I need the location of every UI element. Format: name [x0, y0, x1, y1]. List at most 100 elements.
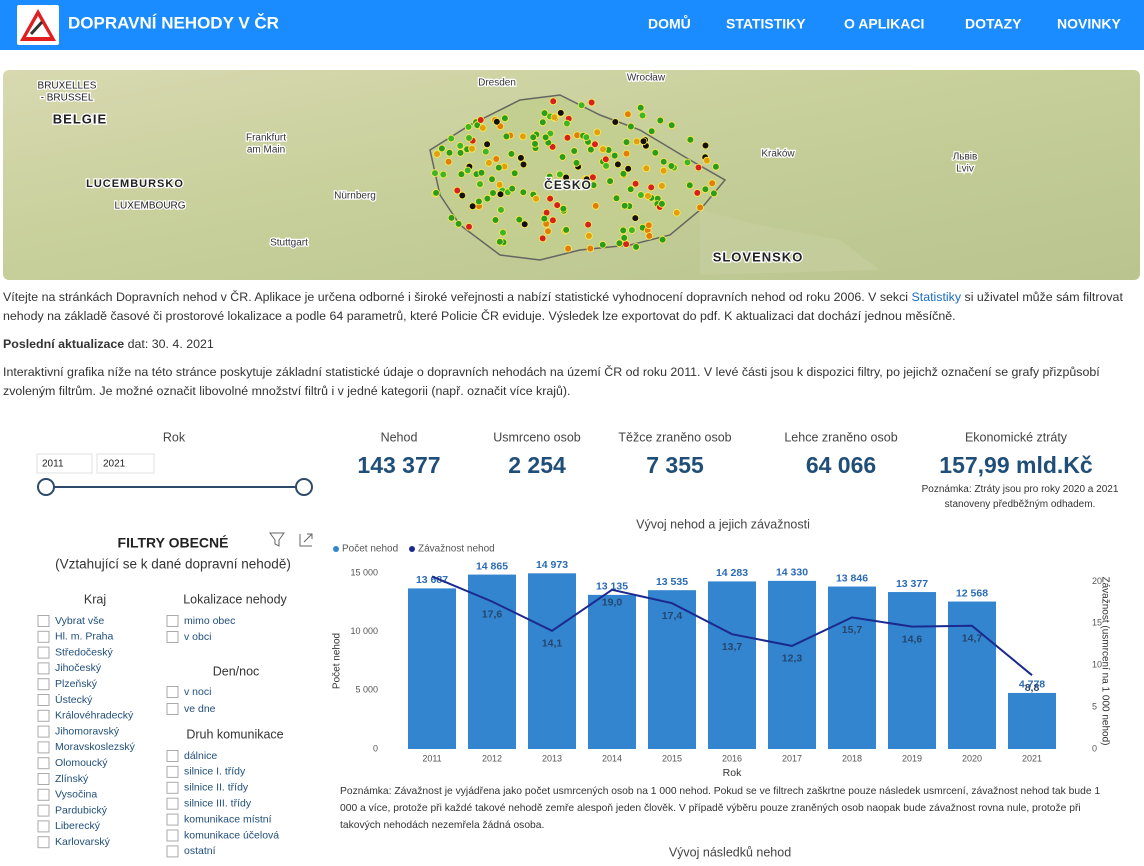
checkbox[interactable] [37, 694, 50, 706]
accident-dot [492, 155, 501, 163]
accident-dot [562, 226, 570, 234]
accident-dot [563, 119, 571, 128]
year-input[interactable] [96, 453, 155, 474]
slider-handle[interactable] [295, 478, 313, 496]
checkbox[interactable] [37, 820, 50, 833]
checkbox[interactable] [166, 750, 179, 762]
checkbox[interactable] [37, 709, 50, 722]
accident-dot [495, 237, 504, 246]
slider-handle[interactable] [37, 478, 55, 496]
checkbox-label[interactable]: Jihočeský [55, 662, 102, 674]
checkbox-label[interactable]: Plzeňský [55, 678, 98, 690]
accident-dot [465, 223, 473, 231]
x-tick-label: 2019 [902, 753, 922, 763]
accident-dot [622, 149, 631, 158]
nav-link[interactable]: STATISTIKY [726, 16, 806, 32]
checkbox-label[interactable]: ve dne [184, 703, 216, 715]
checkbox-label[interactable]: Vysočina [55, 789, 97, 801]
checkbox[interactable] [37, 788, 50, 801]
accident-dot [499, 228, 507, 237]
checkbox[interactable] [37, 741, 50, 754]
accident-dot [540, 214, 549, 223]
accident-dot [651, 149, 660, 157]
checkbox[interactable] [166, 765, 179, 778]
expand-icon[interactable] [299, 533, 313, 547]
statistics-link[interactable]: Statistiky [911, 290, 962, 304]
checkbox-label[interactable]: silnice I. třídy [184, 766, 246, 778]
checkbox[interactable] [37, 725, 50, 738]
checkbox-label[interactable]: Pardubický [55, 804, 108, 816]
bar-value-label: 14 330 [776, 567, 808, 579]
checkbox[interactable] [166, 829, 179, 842]
accident-dot [483, 194, 492, 203]
y-tick-label: 0 [373, 743, 378, 753]
checkbox[interactable] [166, 845, 179, 858]
accident-dot [672, 208, 681, 217]
checkbox-label[interactable]: komunikace místní [184, 813, 272, 825]
kpi-label: Usmrceno osob [493, 430, 581, 444]
x-tick-label: 2015 [662, 753, 682, 763]
checkbox[interactable] [37, 678, 50, 691]
checkbox[interactable] [166, 781, 179, 794]
accident-dot [612, 194, 621, 203]
line-value-label: 17,4 [662, 610, 683, 622]
checkbox-label[interactable]: Hl. m. Praha [55, 631, 114, 643]
nav-link[interactable]: DOMŮ [648, 14, 691, 32]
bar-value-label: 13 135 [596, 581, 628, 593]
accident-dot [463, 166, 472, 175]
checkbox-label[interactable]: v obci [184, 631, 211, 643]
accident-dot [685, 181, 694, 190]
checkbox[interactable] [166, 703, 179, 715]
checkbox[interactable] [37, 615, 50, 627]
checkbox[interactable] [166, 686, 179, 698]
accident-dot [658, 182, 666, 190]
accident-dot [559, 204, 568, 213]
map-label: Lviv [956, 164, 974, 175]
checkbox[interactable] [37, 836, 50, 849]
checkbox[interactable] [37, 646, 50, 659]
accident-dot [438, 144, 446, 153]
accident-dot [589, 181, 598, 189]
checkbox[interactable] [166, 797, 179, 810]
checkbox-label[interactable]: dálnice [184, 750, 217, 762]
accident-dot [647, 183, 655, 192]
checkbox-label[interactable]: Královéhradecký [55, 710, 134, 722]
checkbox-label[interactable]: v noci [184, 686, 211, 698]
accident-dot [622, 240, 630, 248]
accident-dot [570, 180, 579, 188]
checkbox-label[interactable]: ostatní [184, 845, 216, 857]
checkbox-label[interactable]: Středočeský [55, 646, 114, 658]
checkbox-label[interactable]: mimo obec [184, 615, 235, 627]
kpi-note: Poznámka: Ztráty jsou pro roky 2020 a 20… [921, 484, 1119, 510]
checkbox[interactable] [37, 773, 50, 785]
checkbox-label[interactable]: silnice II. třídy [184, 782, 249, 794]
checkbox[interactable] [37, 630, 50, 643]
checkbox-label[interactable]: Zlínský [55, 773, 89, 785]
filter-icon[interactable] [269, 532, 285, 547]
nav-link[interactable]: O APLIKACI [844, 16, 924, 32]
checkbox[interactable] [37, 757, 50, 770]
checkbox[interactable] [166, 813, 179, 826]
checkbox-label[interactable]: Karlovarský [55, 836, 111, 848]
checkbox[interactable] [166, 615, 179, 627]
accident-dot [497, 206, 505, 214]
accident-dot [483, 140, 491, 149]
bar [768, 580, 816, 749]
nav-link[interactable]: DOTAZY [965, 16, 1022, 32]
checkbox-label[interactable]: Moravskoslezský [55, 741, 136, 753]
bar-value-label: 13 377 [896, 578, 928, 590]
checkbox-label[interactable]: Vybrat vše [55, 615, 104, 627]
checkbox-label[interactable]: silnice III. třídy [184, 797, 252, 809]
accident-dot [476, 116, 485, 124]
checkbox-label[interactable]: Olomoucký [55, 757, 108, 769]
checkbox[interactable] [37, 804, 50, 817]
year-input[interactable] [36, 453, 93, 474]
checkbox-label[interactable]: Liberecký [55, 820, 101, 832]
checkbox[interactable] [37, 662, 50, 675]
accident-dot [445, 149, 454, 157]
checkbox-label[interactable]: Ústecký [55, 693, 93, 706]
checkbox-label[interactable]: Jihomoravský [55, 725, 120, 737]
checkbox[interactable] [166, 631, 179, 643]
checkbox-label[interactable]: komunikace účelová [184, 829, 279, 841]
nav-link[interactable]: NOVINKY [1057, 16, 1121, 32]
